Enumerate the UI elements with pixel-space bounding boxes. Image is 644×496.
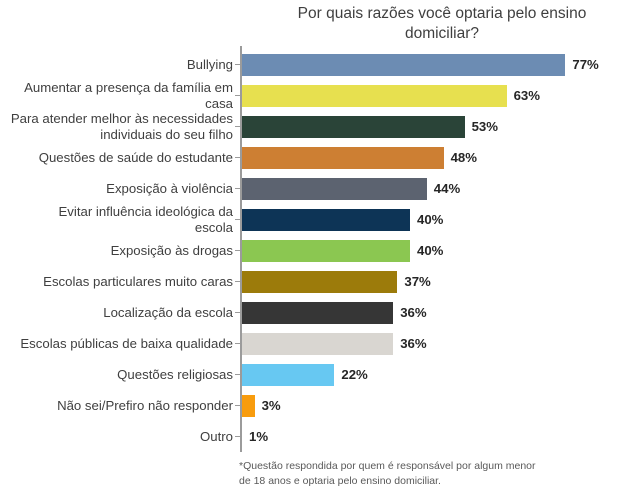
- bar-row: Outro 1%: [0, 421, 644, 452]
- axis-tick: [235, 219, 240, 220]
- value-label: 44%: [433, 181, 461, 196]
- category-label: Evitar influência ideológica da escola: [58, 203, 233, 235]
- bar: [242, 53, 566, 76]
- bar-row: Para atender melhor às necessidades indi…: [0, 111, 644, 142]
- value-label: 22%: [341, 367, 368, 382]
- axis-tick: [235, 436, 240, 437]
- axis-tick: [235, 374, 240, 375]
- axis-tick: [235, 405, 240, 406]
- category-label: Não sei/Prefiro não responder: [57, 397, 233, 413]
- bar: [242, 177, 427, 200]
- y-axis-line: [240, 46, 242, 452]
- bar-wrap: 44%: [242, 177, 461, 200]
- bar-row: Localização da escola 36%: [0, 297, 644, 328]
- category-label: Escolas públicas de baixa qualidade: [20, 335, 233, 351]
- value-label: 53%: [471, 119, 498, 134]
- category-label: Localização da escola: [103, 304, 233, 320]
- bar: [242, 394, 255, 417]
- bar: [242, 301, 394, 324]
- value-label: 36%: [400, 305, 427, 320]
- bar-row: Exposição às drogas 40%: [0, 235, 644, 266]
- category-label: Questões de saúde do estudante: [38, 149, 233, 165]
- value-label: 48%: [450, 150, 477, 165]
- axis-tick: [235, 95, 240, 96]
- category-label: Para atender melhor às necessidades indi…: [10, 110, 233, 142]
- bar-row: Aumentar a presença da família em casa 6…: [0, 80, 644, 111]
- bar-wrap: 40%: [242, 208, 444, 231]
- category-label: Exposição à violência: [106, 180, 233, 196]
- value-label: 77%: [572, 57, 599, 72]
- axis-tick: [235, 157, 240, 158]
- bar-wrap: 77%: [242, 53, 599, 76]
- value-label: 36%: [400, 336, 427, 351]
- bar-wrap: 48%: [242, 146, 477, 169]
- bar-row: Escolas particulares muito caras 37%: [0, 266, 644, 297]
- bar-wrap: 63%: [242, 84, 540, 107]
- bar: [242, 332, 394, 355]
- axis-tick: [235, 64, 240, 65]
- category-label: Questões religiosas: [117, 366, 233, 382]
- bar-row: Não sei/Prefiro não responder 3%: [0, 390, 644, 421]
- bar: [242, 115, 465, 138]
- bar-wrap: 40%: [242, 239, 444, 262]
- bar-wrap: 36%: [242, 332, 427, 355]
- bar: [242, 270, 398, 293]
- value-label: 63%: [513, 88, 540, 103]
- axis-tick: [235, 281, 240, 282]
- value-label: 37%: [404, 274, 431, 289]
- chart-title: Por quais razões você optaria pelo ensin…: [297, 5, 587, 43]
- bar-row: Questões de saúde do estudante 48%: [0, 142, 644, 173]
- bar-wrap: 22%: [242, 363, 368, 386]
- value-label: 40%: [417, 243, 444, 258]
- category-label: Escolas particulares muito caras: [43, 273, 233, 289]
- bar-row: Bullying 77%: [0, 49, 644, 80]
- bar: [242, 363, 335, 386]
- bar-wrap: 36%: [242, 301, 427, 324]
- axis-tick: [235, 312, 240, 313]
- category-label: Aumentar a presença da família em casa: [24, 79, 233, 111]
- value-label: 40%: [417, 212, 444, 227]
- value-label: 1%: [249, 429, 269, 444]
- category-label: Bullying: [186, 56, 233, 72]
- bar-row: Questões religiosas 22%: [0, 359, 644, 390]
- bar-wrap: 3%: [242, 394, 281, 417]
- bar-row: Evitar influência ideológica da escola 4…: [0, 204, 644, 235]
- axis-tick: [235, 250, 240, 251]
- axis-tick: [235, 126, 240, 127]
- bar-wrap: 1%: [242, 426, 268, 448]
- bar-wrap: 53%: [242, 115, 498, 138]
- chart-rows: Bullying 77% Aumentar a presença da famí…: [0, 49, 644, 452]
- bar: [242, 239, 410, 262]
- axis-tick: [235, 343, 240, 344]
- category-label: Outro: [200, 428, 233, 444]
- bar: [242, 84, 507, 107]
- chart-footnote: *Questão respondida por quem é responsáv…: [239, 460, 536, 488]
- category-label: Exposição às drogas: [110, 242, 233, 258]
- bar-wrap: 37%: [242, 270, 431, 293]
- bar: [242, 208, 410, 231]
- bar-row: Exposição à violência 44%: [0, 173, 644, 204]
- bar: [242, 146, 444, 169]
- axis-tick: [235, 188, 240, 189]
- value-label: 3%: [261, 398, 281, 413]
- bar-row: Escolas públicas de baixa qualidade 36%: [0, 328, 644, 359]
